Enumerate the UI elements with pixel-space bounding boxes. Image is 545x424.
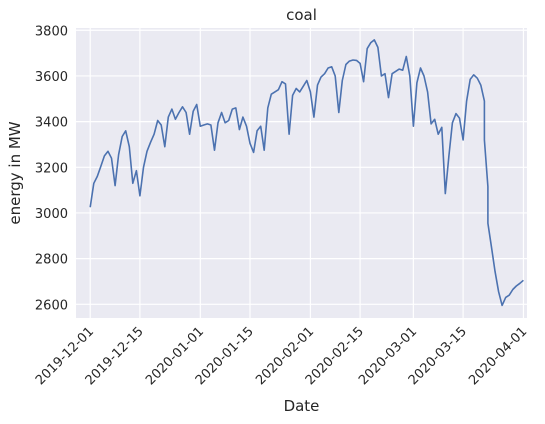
y-tick-label: 3200 [35, 161, 68, 176]
y-axis-ticks: 2600 2800 3000 3200 3400 3600 3800 [35, 24, 68, 313]
y-tick-label: 2800 [35, 253, 68, 268]
x-tick-label: 2020-04-01 [466, 324, 530, 388]
y-tick-label: 2600 [35, 298, 68, 313]
y-tick-label: 3000 [35, 207, 68, 222]
plot-area [76, 28, 527, 318]
x-axis-label: Date [284, 397, 320, 415]
y-axis-label: energy in MW [6, 121, 24, 224]
series-line-coal [89, 39, 524, 307]
chart-title: coal [286, 6, 317, 24]
y-tick-label: 3600 [35, 70, 68, 85]
x-axis-ticks: 2019-12-012019-12-152020-01-012020-01-15… [33, 324, 530, 388]
y-tick-label: 3400 [35, 116, 68, 131]
y-tick-label: 3800 [35, 24, 68, 39]
grid [76, 28, 527, 318]
